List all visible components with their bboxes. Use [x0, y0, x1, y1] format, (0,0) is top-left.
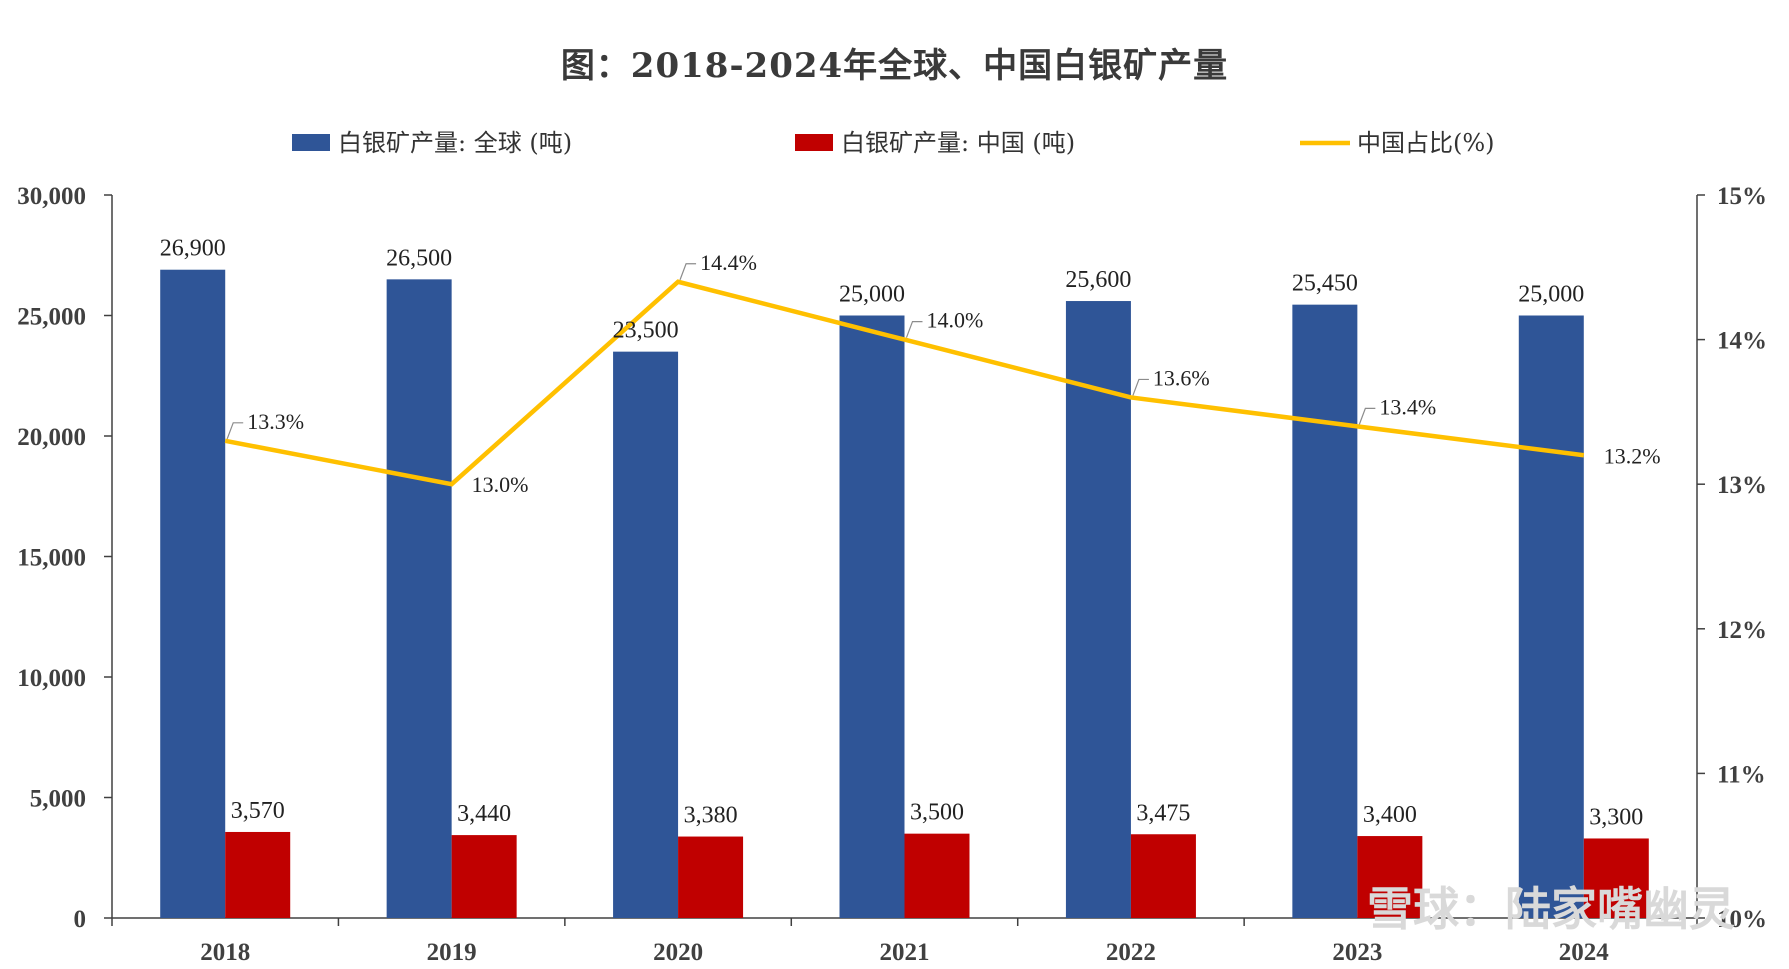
legend-swatch — [292, 134, 330, 151]
share-label-leader — [1132, 378, 1149, 396]
legend: 白银矿产量: 全球 (吨) 白银矿产量: 中国 (吨) 中国占比(%) — [292, 129, 1495, 157]
share-label-leader — [905, 321, 923, 338]
bar-global — [386, 279, 452, 919]
share-label: 14.0% — [927, 308, 984, 333]
chart-title: 图：2018-2024年全球、中国白银矿产量 — [560, 46, 1229, 86]
bar-global-label: 25,450 — [1292, 271, 1358, 297]
left-tick-label: 15,000 — [17, 545, 86, 572]
bar-china-label: 3,570 — [231, 798, 285, 824]
x-tick-label: 2019 — [427, 939, 477, 966]
share-line — [224, 279, 1585, 487]
legend-label: 白银矿产量: 中国 (吨) — [841, 129, 1075, 157]
x-tick-label: 2023 — [1332, 939, 1382, 966]
bar-global — [160, 269, 226, 919]
left-tick-label: 0 — [74, 906, 87, 933]
bar-china — [1357, 836, 1423, 918]
x-tick-label: 2022 — [1106, 939, 1156, 966]
share-label-leader — [1358, 407, 1376, 425]
bar-global — [1292, 304, 1358, 918]
bar-global-label: 26,900 — [160, 236, 226, 262]
bar-china-label: 3,500 — [910, 800, 964, 826]
x-tick-label: 2020 — [653, 939, 703, 966]
right-tick-label: 10% — [1717, 906, 1767, 933]
right-tick-label: 11% — [1717, 761, 1766, 788]
bar-china — [451, 835, 517, 918]
legend-swatch — [795, 134, 833, 151]
share-label: 14.4% — [700, 250, 757, 275]
x-tick-label: 2024 — [1559, 939, 1610, 966]
bar-china — [904, 833, 970, 918]
bar-global — [839, 315, 905, 918]
x-tick-label: 2018 — [200, 939, 250, 966]
axes: 0 5,000 10,000 15,000 20,000 25,000 30,000 10% 1… — [17, 183, 1767, 966]
x-tick-label: 2021 — [880, 939, 930, 966]
bar-china-label: 3,380 — [684, 803, 738, 829]
share-label: 13.4% — [1379, 394, 1436, 419]
share-label: 13.3% — [247, 409, 304, 434]
bars — [160, 269, 1649, 919]
legend-label: 白银矿产量: 全球 (吨) — [338, 129, 572, 157]
data-labels: 26,900 3,570 26,500 3,440 23,500 3,380 25,000 3… — [160, 236, 1661, 831]
share-label-leader — [679, 263, 697, 280]
legend-label: 中国占比(%) — [1357, 129, 1495, 157]
right-tick-label: 15% — [1717, 183, 1767, 210]
share-label: 13.0% — [472, 472, 529, 497]
bar-global-label: 23,500 — [613, 318, 679, 344]
bar-china-label: 3,300 — [1589, 804, 1643, 830]
left-tick-label: 30,000 — [17, 183, 86, 210]
bar-global-label: 25,000 — [839, 282, 905, 308]
bar-china — [1130, 834, 1196, 918]
watermark-text: 雪球：陆家嘴幽灵 — [1367, 882, 1735, 936]
bar-global-label: 26,500 — [386, 245, 452, 271]
right-tick-label: 12% — [1717, 617, 1767, 644]
left-tick-label: 5,000 — [30, 786, 86, 813]
bar-global — [1518, 315, 1584, 918]
bar-global-label: 25,600 — [1065, 267, 1131, 293]
right-tick-label: 13% — [1717, 472, 1767, 499]
left-tick-label: 10,000 — [17, 665, 86, 692]
share-label-leader — [226, 422, 244, 440]
share-label: 13.2% — [1604, 443, 1661, 468]
bar-global — [613, 351, 679, 918]
left-tick-label: 25,000 — [17, 304, 86, 331]
watermark: 雪球：陆家嘴幽灵 — [1367, 882, 1735, 936]
right-tick-label: 14% — [1717, 328, 1767, 355]
bar-china — [1583, 838, 1649, 918]
share-label: 13.6% — [1153, 365, 1210, 390]
bar-china-label: 3,440 — [457, 801, 511, 827]
bar-china-label: 3,475 — [1136, 800, 1190, 826]
bar-china — [225, 831, 291, 918]
bar-china-label: 3,400 — [1363, 802, 1417, 828]
bar-global-label: 25,000 — [1518, 282, 1584, 308]
left-tick-label: 20,000 — [17, 424, 86, 451]
bar-global — [1065, 301, 1131, 918]
bar-china — [678, 836, 744, 918]
